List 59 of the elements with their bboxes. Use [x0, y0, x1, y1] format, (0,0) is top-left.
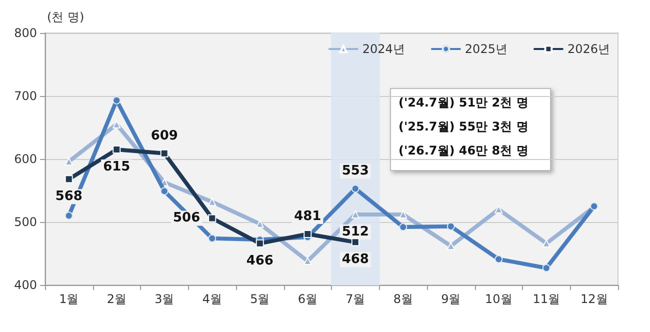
- y-tick-label: 500: [14, 215, 37, 229]
- annotation: ('24.7월) 51만 2천 명: [398, 96, 528, 110]
- y-tick-label: 600: [14, 152, 37, 166]
- point: [446, 222, 455, 230]
- x-tick-label: 6월: [298, 292, 318, 306]
- point: [208, 198, 216, 206]
- point: [160, 187, 168, 196]
- y-axis-title: (천 명): [47, 10, 84, 24]
- y-tick-label: 700: [14, 89, 37, 103]
- point: [160, 149, 168, 158]
- point: [64, 175, 73, 184]
- point: [399, 210, 408, 218]
- point: [64, 158, 73, 166]
- x-tick-label: 1월: [59, 292, 79, 306]
- point: [304, 230, 312, 238]
- x-tick-label: 12월: [580, 292, 608, 306]
- point: [112, 146, 121, 154]
- y-tick-label: 400: [14, 278, 37, 292]
- data-label: 568: [55, 189, 82, 204]
- data-label: 466: [246, 253, 274, 268]
- point: [351, 184, 360, 193]
- annotation: ('26.7월) 46만 8천 명: [398, 144, 528, 158]
- x-tick-label: 10월: [484, 292, 512, 306]
- point: [446, 242, 455, 250]
- x-tick-label: 11월: [532, 292, 560, 306]
- point: [351, 210, 360, 218]
- point: [542, 239, 550, 248]
- point: [351, 238, 360, 246]
- point: [112, 96, 121, 104]
- data-label: 615: [103, 160, 130, 175]
- point: [399, 223, 408, 232]
- data-label: 506: [172, 210, 200, 226]
- data-label: 553: [342, 164, 369, 179]
- x-tick-label: 2월: [106, 292, 126, 306]
- data-label: 468: [342, 252, 369, 268]
- data-label: 512: [342, 224, 369, 240]
- data-label: 481: [294, 208, 322, 224]
- point: [542, 264, 550, 272]
- annotation: ('25.7월) 55만 3천 명: [398, 120, 528, 134]
- x-tick-label: 4월: [202, 292, 222, 306]
- point: [494, 205, 503, 214]
- point: [208, 214, 216, 222]
- y-tick-label: 800: [14, 26, 37, 40]
- legend-label: 2026년: [567, 42, 610, 56]
- point: [256, 220, 264, 228]
- legend-label: 2025년: [464, 42, 508, 56]
- point: [64, 212, 73, 220]
- x-tick-label: 8월: [393, 292, 413, 306]
- point: [304, 257, 312, 266]
- point: [208, 234, 216, 242]
- point: [112, 120, 121, 128]
- legend-label: 2024년: [362, 42, 405, 56]
- x-tick-label: 3월: [154, 292, 174, 306]
- x-tick-label: 9월: [441, 292, 461, 306]
- x-tick-label: 7월: [346, 292, 366, 306]
- point: [494, 255, 503, 264]
- data-label: 609: [150, 128, 178, 144]
- x-tick-label: 5월: [250, 292, 270, 306]
- point: [256, 239, 264, 248]
